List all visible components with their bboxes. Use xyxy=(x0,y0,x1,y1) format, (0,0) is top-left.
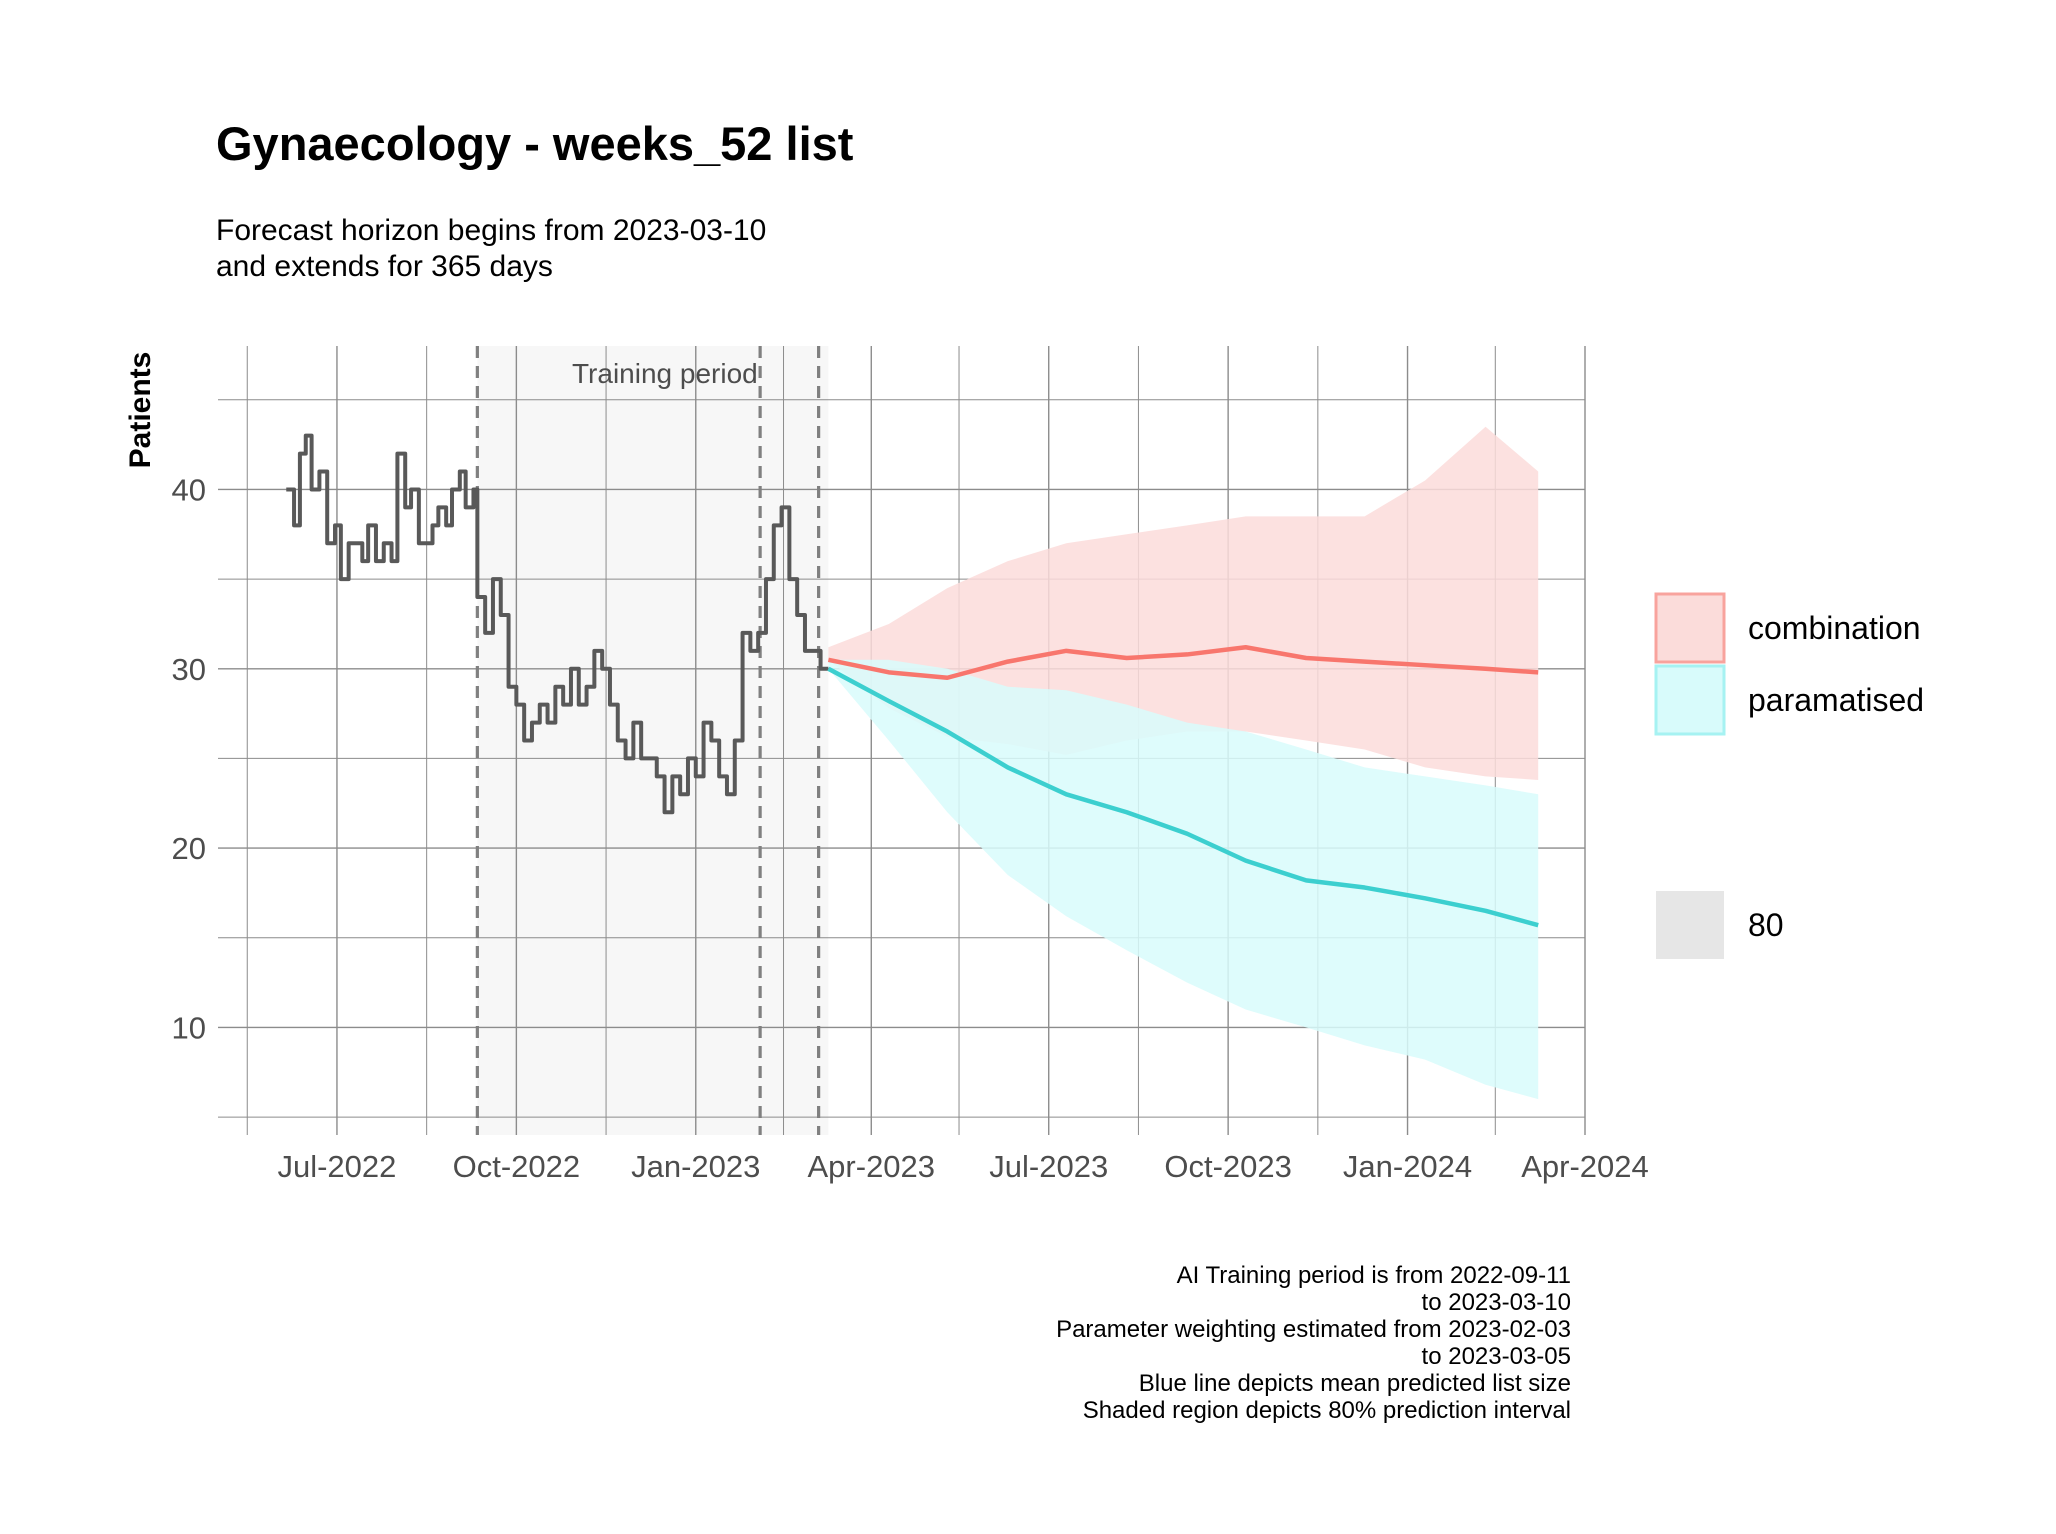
legend-label-paramatised: paramatised xyxy=(1748,682,1924,718)
x-tick-label: Oct-2023 xyxy=(1164,1149,1292,1184)
caption-line: to 2023-03-05 xyxy=(1421,1343,1571,1370)
training-period-label: Training period xyxy=(572,358,758,389)
y-tick-label: 30 xyxy=(172,652,206,687)
training-period-shade xyxy=(477,346,829,1135)
x-tick-label: Jul-2023 xyxy=(989,1149,1108,1184)
legend: combination paramatised 80 xyxy=(1654,592,1924,959)
observed-series-line xyxy=(286,433,829,815)
paramatised-prediction-band xyxy=(828,659,1539,1100)
caption-line: AI Training period is from 2022-09-11 xyxy=(1176,1262,1571,1289)
caption-line: Shaded region depicts 80% prediction int… xyxy=(1082,1397,1571,1424)
caption-line: Blue line depicts mean predicted list si… xyxy=(1138,1370,1571,1397)
legend-key-paramatised xyxy=(1654,664,1726,736)
x-tick-label: Jan-2024 xyxy=(1343,1149,1472,1184)
chart-subtitle-line-1: Forecast horizon begins from 2023-03-10 xyxy=(216,214,766,247)
x-tick-label: Jan-2023 xyxy=(631,1149,760,1184)
legend-key-combination xyxy=(1654,592,1726,664)
plot-area: Jul-2022 Oct-2022 Jan-2023 Apr-2023 Jul-2023… xyxy=(172,346,1649,1184)
x-tick-label: Oct-2022 xyxy=(453,1149,581,1184)
x-tick-label: Apr-2023 xyxy=(808,1149,936,1184)
caption-line: Parameter weighting estimated from 2023-… xyxy=(1056,1316,1571,1343)
combination-mean-line xyxy=(827,645,1539,680)
legend-key-level xyxy=(1656,891,1724,959)
chart-subtitle-line-2: and extends for 365 days xyxy=(216,250,553,283)
y-axis-label: Patients xyxy=(124,352,157,469)
paramatised-mean-line xyxy=(827,666,1539,928)
y-tick-label: 40 xyxy=(172,472,206,507)
y-tick-label: 10 xyxy=(172,1010,206,1045)
x-tick-label: Jul-2022 xyxy=(277,1149,396,1184)
x-tick-label: Apr-2024 xyxy=(1521,1149,1649,1184)
y-tick-label: 20 xyxy=(172,831,206,866)
legend-label-combination: combination xyxy=(1748,610,1921,646)
legend-label-level: 80 xyxy=(1748,907,1784,943)
chart-title: Gynaecology - weeks_52 list xyxy=(216,117,854,170)
chart-caption: AI Training period is from 2022-09-11 to… xyxy=(671,1262,1571,1424)
caption-line: to 2023-03-10 xyxy=(1421,1289,1571,1316)
